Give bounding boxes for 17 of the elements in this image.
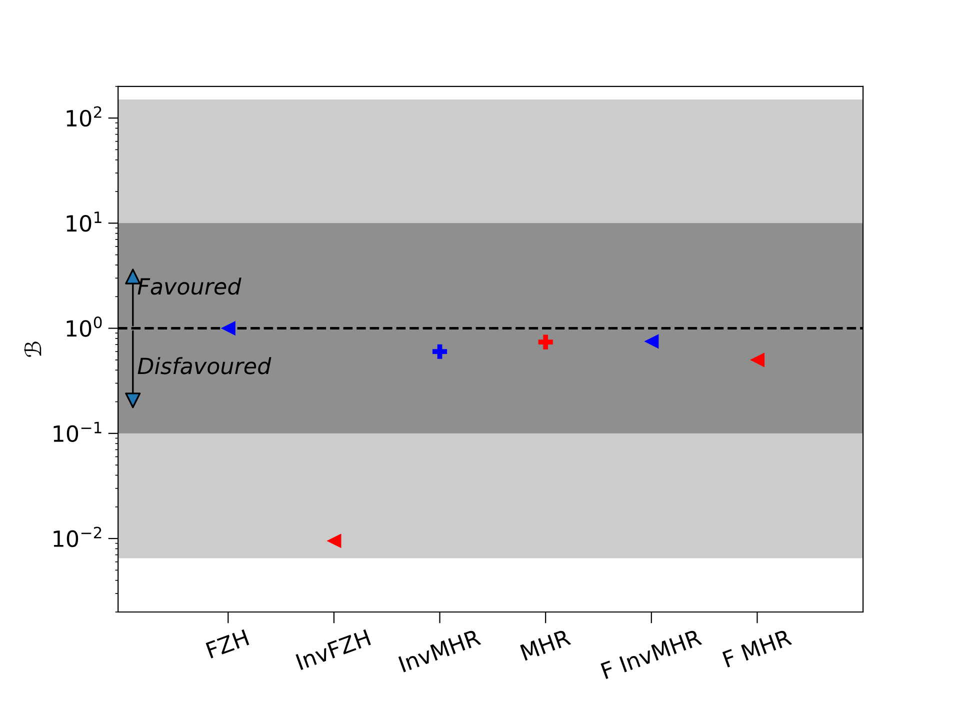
point — [538, 334, 553, 350]
point — [750, 352, 765, 368]
y-tick-label: 10$^{−1}$ — [54, 422, 102, 442]
annotation: Disfavoured — [138, 357, 272, 374]
point — [326, 534, 342, 548]
x-tick-label: F MHR — [722, 628, 792, 668]
y-tick-label: 10$^{−2}$ — [54, 526, 102, 548]
y-tick-label: 10$^{0}$ — [66, 316, 102, 337]
point — [644, 334, 659, 349]
point — [220, 321, 236, 336]
y-axis-title: ℬ — [24, 342, 42, 357]
annotation: Favoured — [138, 278, 242, 295]
point — [432, 344, 448, 359]
x-tick-label: MHR — [520, 628, 572, 661]
y-tick-label: 10$^{1}$ — [66, 212, 102, 232]
y-tick-label: 10$^{2}$ — [66, 106, 102, 127]
x-tick-label: FZH — [206, 629, 250, 658]
